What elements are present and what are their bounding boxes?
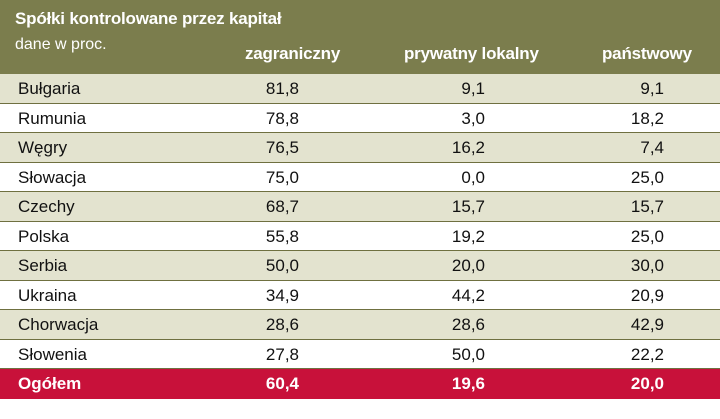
value-cell-prywatny-lokalny: 50,0 <box>451 344 485 364</box>
value-cell-prywatny-lokalny: 3,0 <box>461 108 485 128</box>
country-cell: Chorwacja <box>18 315 99 334</box>
value-cell-zagraniczny: 78,8 <box>265 108 299 128</box>
value-cell-prywatny-lokalny: 15,7 <box>451 197 485 216</box>
value-cell-panstwowy: 7,4 <box>640 138 664 157</box>
total-value-panstwowy: 20,0 <box>630 374 664 393</box>
country-cell: Słowacja <box>18 167 87 187</box>
value-cell-prywatny-lokalny: 16,2 <box>451 138 485 157</box>
value-cell-panstwowy: 25,0 <box>630 167 664 187</box>
total-row: Ogółem 60,4 19,6 20,0 <box>0 369 720 399</box>
value-cell-prywatny-lokalny: 28,6 <box>451 315 485 334</box>
table-subtitle: dane w proc. <box>15 36 107 53</box>
value-cell-panstwowy: 30,0 <box>630 256 664 275</box>
table-body: Bułgaria 81,8 9,1 9,1 Rumunia 78,8 3,0 1… <box>0 74 720 399</box>
value-cell-panstwowy: 25,0 <box>630 226 664 246</box>
table-header: Spółki kontrolowane przez kapitał dane w… <box>0 0 720 74</box>
total-value-prywatny-lokalny: 19,6 <box>451 374 485 393</box>
table-row: Bułgaria 81,8 9,1 9,1 <box>0 74 720 104</box>
value-cell-zagraniczny: 50,0 <box>265 256 299 275</box>
value-cell-panstwowy: 22,2 <box>630 344 664 364</box>
value-cell-panstwowy: 15,7 <box>630 197 664 216</box>
table-row: Węgry 76,5 16,2 7,4 <box>0 133 720 163</box>
value-cell-zagraniczny: 55,8 <box>265 226 299 246</box>
table-row: Serbia 50,0 20,0 30,0 <box>0 251 720 281</box>
value-cell-prywatny-lokalny: 0,0 <box>461 167 485 187</box>
value-cell-prywatny-lokalny: 20,0 <box>451 256 485 275</box>
value-cell-zagraniczny: 76,5 <box>265 138 299 157</box>
country-cell: Rumunia <box>18 108 87 128</box>
value-cell-panstwowy: 9,1 <box>640 79 664 98</box>
country-cell: Ukraina <box>18 285 77 305</box>
table-title: Spółki kontrolowane przez kapitał <box>15 9 282 28</box>
table-row: Rumunia 78,8 3,0 18,2 <box>0 103 720 133</box>
table-row: Czechy 68,7 15,7 15,7 <box>0 192 720 222</box>
table-row: Ukraina 34,9 44,2 20,9 <box>0 280 720 310</box>
table-row: Chorwacja 28,6 28,6 42,9 <box>0 310 720 340</box>
value-cell-panstwowy: 20,9 <box>630 285 664 305</box>
total-label: Ogółem <box>18 374 82 393</box>
value-cell-prywatny-lokalny: 9,1 <box>461 79 485 98</box>
table-row: Słowacja 75,0 0,0 25,0 <box>0 162 720 192</box>
value-cell-prywatny-lokalny: 44,2 <box>451 285 485 305</box>
table-row: Polska 55,8 19,2 25,0 <box>0 221 720 251</box>
country-cell: Serbia <box>18 256 68 275</box>
value-cell-zagraniczny: 34,9 <box>265 285 299 305</box>
column-header-prywatny-lokalny: prywatny lokalny <box>404 44 539 63</box>
value-cell-panstwowy: 42,9 <box>630 315 664 334</box>
value-cell-panstwowy: 18,2 <box>630 108 664 128</box>
country-cell: Węgry <box>18 138 68 157</box>
column-header-zagraniczny: zagraniczny <box>245 44 341 63</box>
value-cell-zagraniczny: 28,6 <box>265 315 299 334</box>
value-cell-zagraniczny: 81,8 <box>265 79 299 98</box>
table-row: Słowenia 27,8 50,0 22,2 <box>0 339 720 369</box>
value-cell-zagraniczny: 27,8 <box>265 344 299 364</box>
total-value-zagraniczny: 60,4 <box>265 374 299 393</box>
value-cell-zagraniczny: 68,7 <box>265 197 299 216</box>
value-cell-prywatny-lokalny: 19,2 <box>451 226 485 246</box>
country-cell: Bułgaria <box>18 79 81 98</box>
value-cell-zagraniczny: 75,0 <box>265 167 299 187</box>
country-cell: Polska <box>18 226 70 246</box>
country-cell: Czechy <box>18 197 75 216</box>
column-header-panstwowy: państwowy <box>602 44 692 63</box>
country-cell: Słowenia <box>18 344 87 364</box>
